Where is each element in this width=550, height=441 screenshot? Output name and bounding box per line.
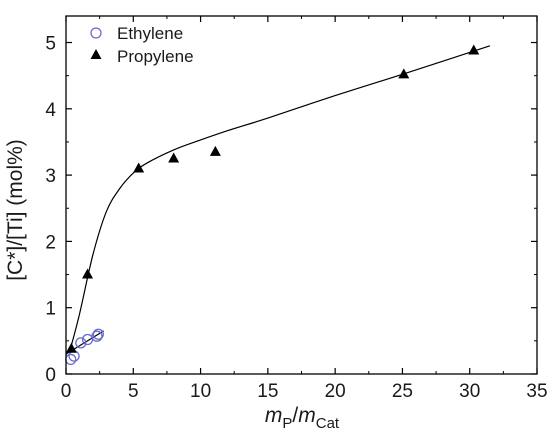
x-tick-label: 0 [61, 381, 72, 402]
legend: Ethylene Propylene [90, 24, 194, 66]
y-tick-label: 5 [45, 34, 56, 55]
x-axis-title-mcat: m [298, 404, 316, 427]
y-tick-label: 1 [45, 299, 56, 320]
propylene-point [65, 342, 77, 353]
legend-propylene-label: Propylene [117, 47, 194, 66]
plot-frame [65, 15, 538, 375]
x-tick-label: 5 [128, 381, 139, 402]
legend-ethylene-marker [90, 27, 102, 39]
y-tick-label: 3 [45, 166, 56, 187]
y-tick-label: 2 [45, 232, 56, 253]
x-axis-title-sub-p: P [282, 415, 292, 432]
propylene-point [468, 44, 480, 55]
y-tick-label: 0 [45, 365, 56, 386]
ethylene-point [91, 330, 103, 342]
x-axis-title-mp: m [265, 404, 283, 427]
ticks: 0 5 10 15 20 25 30 35 0 1 2 3 4 5 [45, 16, 548, 402]
propylene-fit-line [69, 45, 491, 351]
axes [65, 15, 538, 375]
y-tick-label: 4 [45, 100, 56, 121]
x-tick-label: 10 [190, 381, 211, 402]
propylene-point [168, 152, 180, 163]
y-axis-title: [C*]/[Ti] (mol%) [4, 139, 27, 281]
propylene-point [82, 268, 94, 279]
data-points [65, 44, 480, 366]
x-tick-label: 15 [257, 381, 278, 402]
propylene-point [133, 162, 145, 173]
fit-lines [65, 45, 491, 355]
x-tick-label: 30 [459, 381, 480, 402]
x-tick-label: 25 [392, 381, 413, 402]
legend-propylene-marker [90, 49, 102, 59]
x-axis-title-slash: / [292, 404, 298, 427]
propylene-point [398, 68, 410, 79]
legend-ethylene-label: Ethylene [117, 24, 183, 43]
x-axis-title-sub-cat: Cat [316, 415, 340, 432]
propylene-point [209, 145, 221, 156]
x-tick-label: 35 [526, 381, 547, 402]
ethylene-point [75, 337, 87, 349]
x-tick-label: 20 [325, 381, 346, 402]
ethylene-point [92, 328, 104, 340]
x-axis-title: mP/mCat [265, 404, 340, 432]
